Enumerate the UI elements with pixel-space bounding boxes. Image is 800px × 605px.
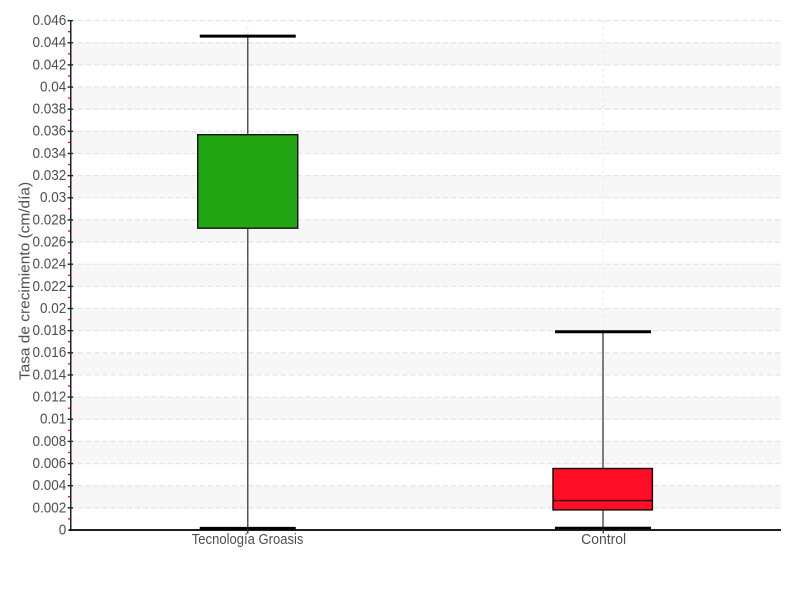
svg-text:0.01: 0.01 (40, 411, 66, 428)
svg-text:0.042: 0.042 (33, 57, 67, 74)
svg-text:0.018: 0.018 (33, 322, 67, 339)
svg-text:Control: Control (581, 532, 626, 549)
svg-text:0.03: 0.03 (40, 190, 66, 207)
svg-text:0.034: 0.034 (33, 145, 67, 162)
svg-text:0.036: 0.036 (33, 123, 67, 140)
svg-text:0.014: 0.014 (33, 367, 67, 384)
svg-text:0.006: 0.006 (33, 455, 67, 472)
svg-text:0.002: 0.002 (33, 500, 67, 517)
svg-text:0.04: 0.04 (40, 79, 66, 96)
svg-text:0.022: 0.022 (33, 278, 67, 295)
svg-text:Tasa de crecimiento (cm/día): Tasa de crecimiento (cm/día) (17, 182, 34, 380)
svg-text:0.016: 0.016 (33, 345, 67, 362)
svg-text:0.046: 0.046 (33, 12, 67, 29)
svg-text:0.024: 0.024 (33, 256, 67, 273)
svg-text:0.028: 0.028 (33, 212, 67, 229)
svg-text:0.044: 0.044 (33, 35, 67, 52)
svg-text:0.032: 0.032 (33, 167, 67, 184)
svg-text:0.038: 0.038 (33, 101, 67, 118)
svg-text:0.008: 0.008 (33, 433, 67, 450)
svg-text:0.004: 0.004 (33, 477, 67, 494)
svg-text:0.012: 0.012 (33, 389, 67, 406)
svg-text:0.02: 0.02 (40, 300, 66, 317)
svg-text:0.026: 0.026 (33, 234, 67, 251)
svg-text:Tecnología Groasis: Tecnología Groasis (192, 530, 304, 547)
svg-text:0: 0 (59, 522, 67, 539)
